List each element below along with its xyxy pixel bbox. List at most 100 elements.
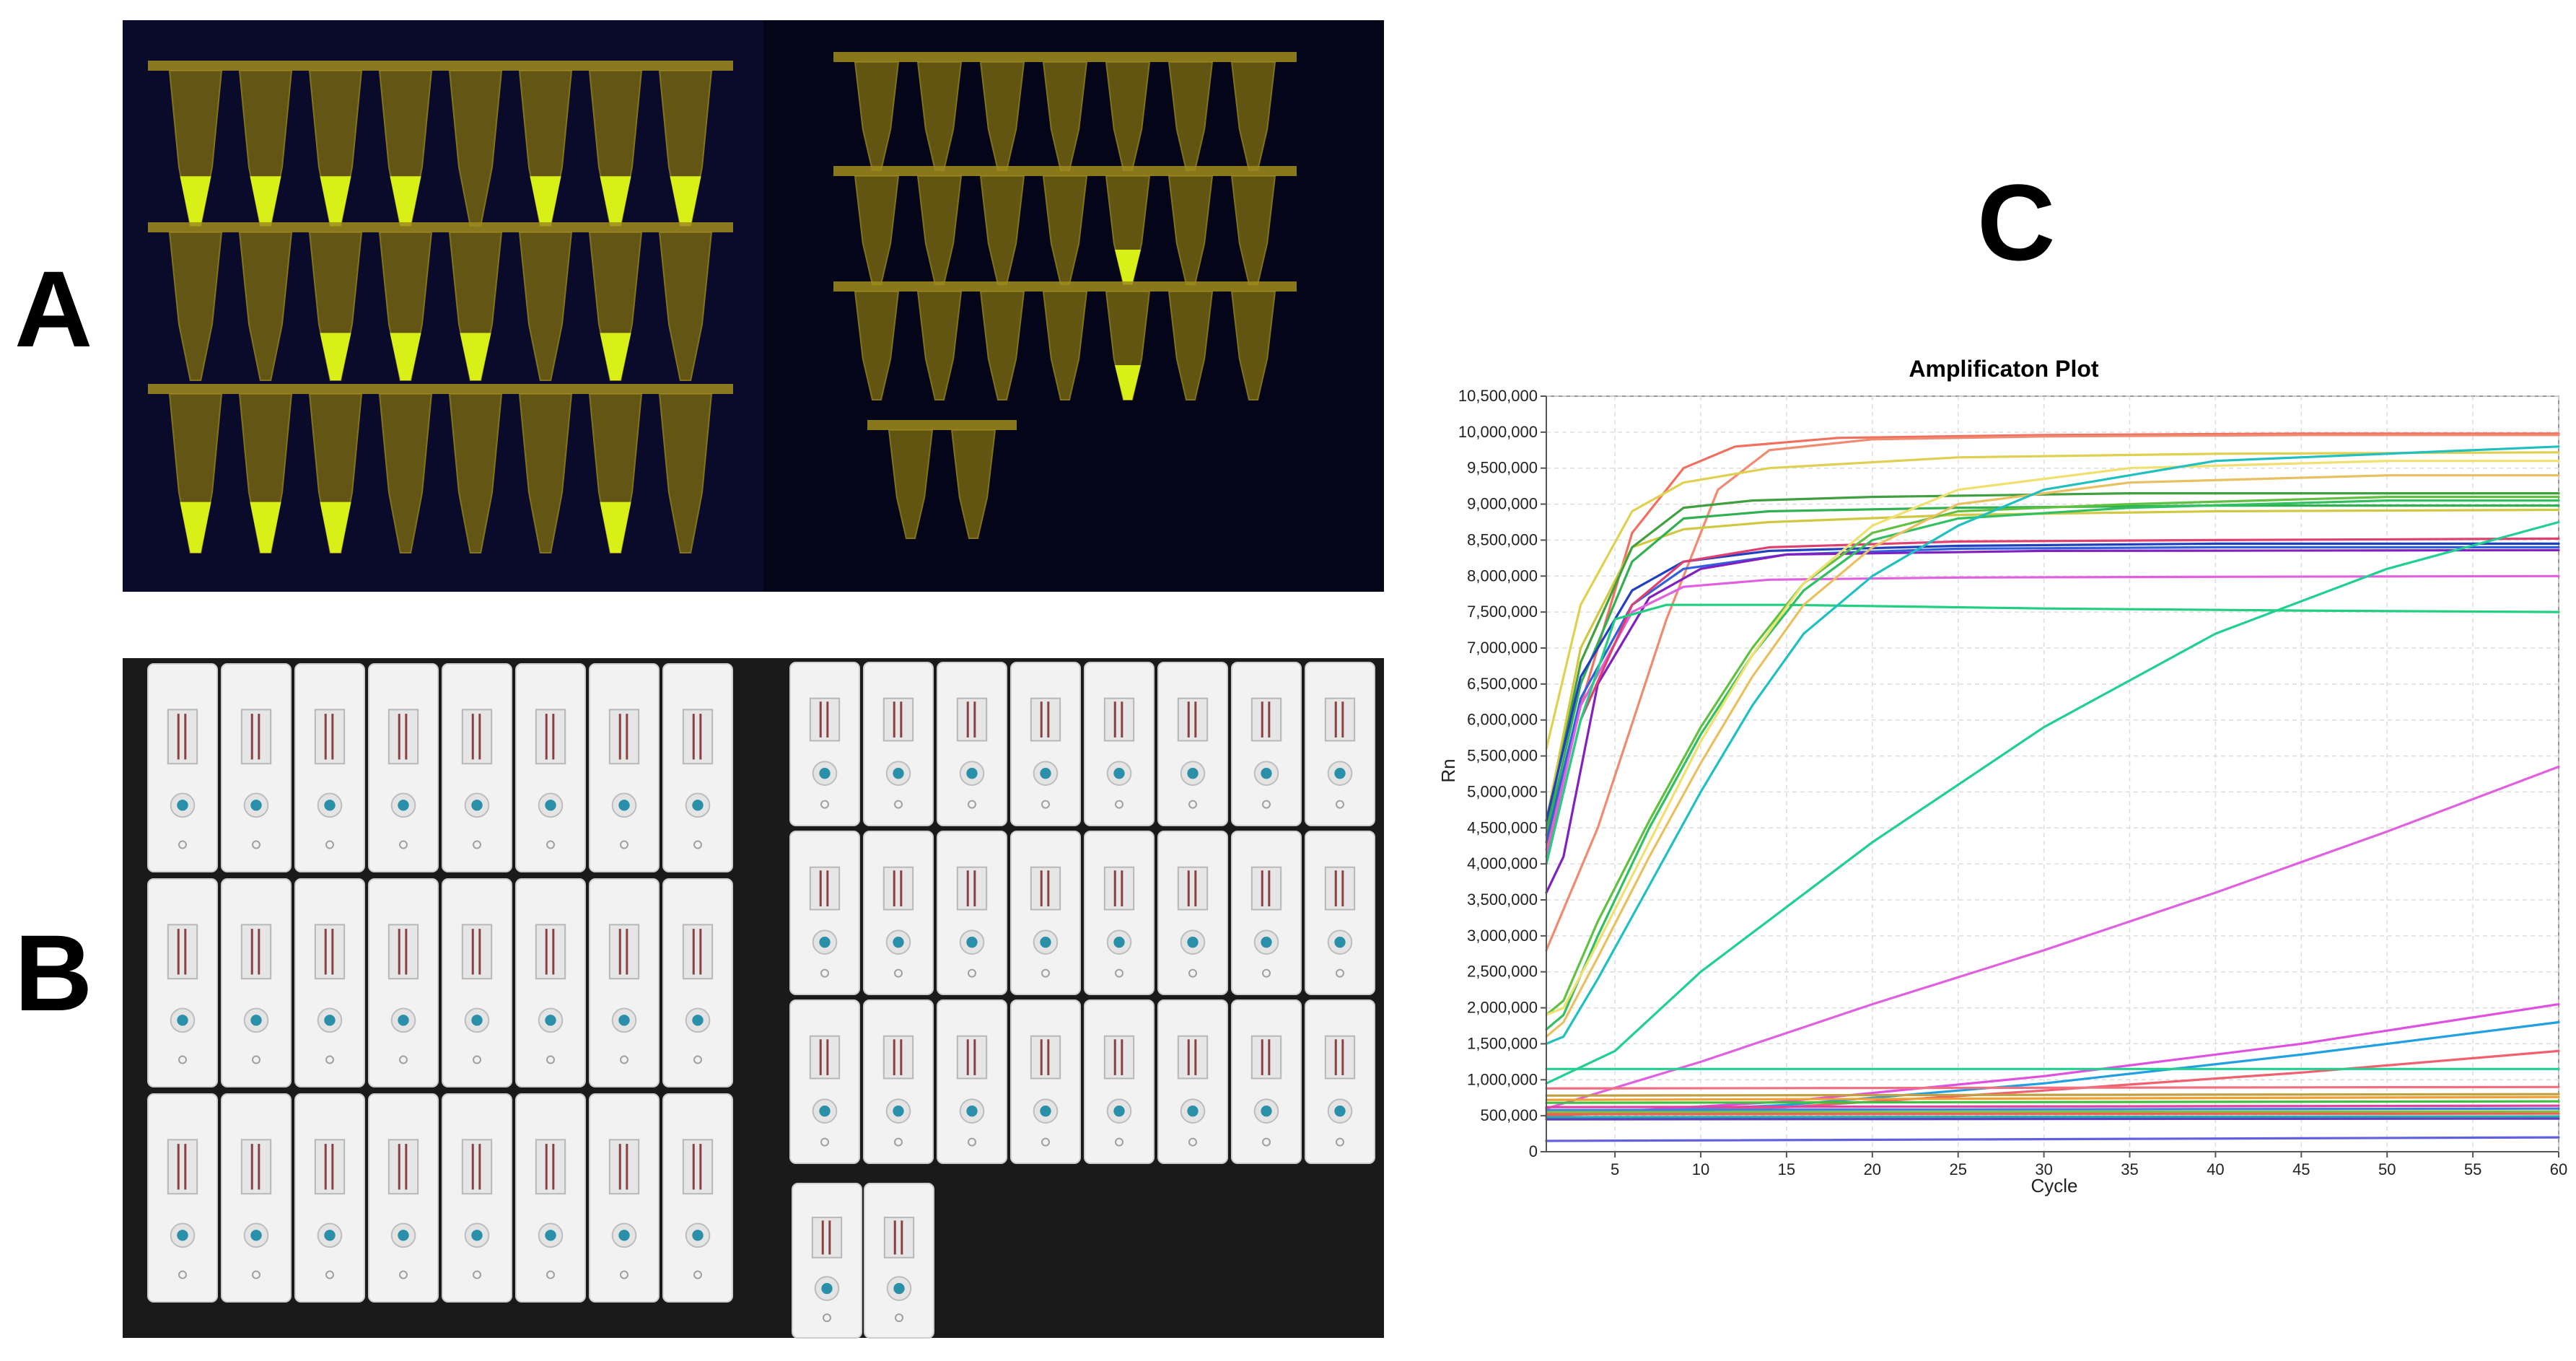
cassette xyxy=(1231,662,1302,826)
y-tick-label: 3,000,000 xyxy=(1467,927,1538,945)
cassette-body xyxy=(294,663,365,872)
cassette xyxy=(442,878,512,1088)
amplification-curve-8 xyxy=(1545,546,2560,844)
cassette-hole xyxy=(1041,800,1050,809)
pcr-tube xyxy=(518,393,573,553)
sample-well xyxy=(966,937,978,948)
cassette-body xyxy=(294,1093,365,1303)
sample-well xyxy=(893,937,904,948)
result-window xyxy=(809,697,841,742)
cassette-body xyxy=(1231,662,1302,826)
sample-well xyxy=(250,1015,262,1026)
sample-well xyxy=(398,1015,409,1026)
amplification-curve-3 xyxy=(1545,451,2560,750)
amplification-curve-9 xyxy=(1545,548,2560,894)
amplification-curve-26 xyxy=(1545,1095,2560,1101)
sample-well xyxy=(250,1230,262,1241)
cassette xyxy=(1010,831,1081,995)
cassette-hole xyxy=(546,1270,555,1279)
cassette-body xyxy=(221,663,292,872)
cassette xyxy=(1084,831,1155,995)
amplification-curve-25 xyxy=(1545,1093,2560,1097)
strip-cap-bar xyxy=(148,384,733,394)
result-window xyxy=(883,1217,915,1259)
sample-well xyxy=(692,1015,704,1026)
sample-well xyxy=(1113,768,1125,779)
result-window xyxy=(608,1139,640,1195)
x-tick-label: 60 xyxy=(2550,1160,2567,1178)
sample-well xyxy=(1187,768,1199,779)
sample-well xyxy=(893,1106,904,1117)
cassette-hole xyxy=(473,1270,481,1279)
result-window xyxy=(882,866,914,911)
cassette-body xyxy=(589,1093,660,1303)
cassette-hole xyxy=(693,1270,702,1279)
sample-well xyxy=(618,1230,630,1241)
cassette xyxy=(863,831,934,995)
cassette xyxy=(863,999,934,1164)
y-tick-label: 3,500,000 xyxy=(1467,890,1538,909)
y-tick-label: 10,000,000 xyxy=(1458,423,1538,441)
cassette-hole xyxy=(1041,1137,1050,1147)
result-window xyxy=(1030,1035,1061,1080)
cassette-hole xyxy=(1115,800,1123,809)
sample-well xyxy=(819,1106,831,1117)
fluorescent-liquid xyxy=(530,176,561,226)
amplification-curve-31 xyxy=(1545,1112,2560,1116)
sample-well xyxy=(1187,1106,1199,1117)
result-window xyxy=(1177,1035,1209,1080)
y-tick-label: 2,500,000 xyxy=(1467,963,1538,981)
result-window xyxy=(682,709,714,765)
sample-well xyxy=(1334,1106,1346,1117)
y-tick-label: 1,500,000 xyxy=(1467,1034,1538,1052)
cassette-body xyxy=(1305,999,1375,1164)
y-tick-label: 7,500,000 xyxy=(1467,603,1538,621)
cassette-hole xyxy=(325,840,334,849)
cassette-hole xyxy=(252,1270,260,1279)
cassette xyxy=(442,1093,512,1303)
sample-well xyxy=(398,1230,409,1241)
cassette xyxy=(1305,831,1375,995)
cassette-body xyxy=(789,999,860,1164)
cassette-hole xyxy=(178,840,187,849)
sample-well xyxy=(966,768,978,779)
sample-well xyxy=(250,800,262,811)
cassette xyxy=(789,999,860,1164)
y-tick-label: 8,500,000 xyxy=(1467,530,1538,548)
y-tick-label: 6,500,000 xyxy=(1467,675,1538,693)
lateral-flow-strips-photo xyxy=(123,658,1384,1339)
y-tick-label: 1,000,000 xyxy=(1467,1070,1538,1088)
cassette xyxy=(294,663,365,872)
result-window xyxy=(535,924,566,980)
sample-well xyxy=(545,1015,556,1026)
cassette xyxy=(1157,999,1228,1164)
result-window xyxy=(1250,1035,1282,1080)
cassette-body xyxy=(221,878,292,1088)
amplification-curve-34 xyxy=(1545,1136,2560,1142)
result-window xyxy=(387,1139,419,1195)
fluorescent-liquid xyxy=(670,176,701,226)
cassette-hole xyxy=(252,840,260,849)
cassette xyxy=(937,831,1007,995)
cassette-body xyxy=(662,1093,733,1303)
cassette-hole xyxy=(1262,800,1271,809)
cassette-body xyxy=(368,878,439,1088)
cassette-hole xyxy=(693,840,702,849)
cassette xyxy=(147,1093,218,1303)
cassette xyxy=(147,663,218,872)
cassette-body xyxy=(368,1093,439,1303)
result-window xyxy=(882,697,914,742)
amplification-curve-5 xyxy=(1545,491,2560,829)
plot-area xyxy=(1546,395,2559,1152)
cassette xyxy=(1231,999,1302,1164)
result-window xyxy=(956,1035,988,1080)
cassette-body xyxy=(1010,662,1081,826)
fluorescent-liquid xyxy=(390,333,421,380)
cassette-hole xyxy=(820,800,829,809)
sample-well xyxy=(966,1106,978,1117)
strip-cap-bar xyxy=(833,281,1297,292)
cassette-body xyxy=(1231,831,1302,995)
fluorescent-liquid xyxy=(180,176,211,226)
cassette xyxy=(792,1183,862,1339)
